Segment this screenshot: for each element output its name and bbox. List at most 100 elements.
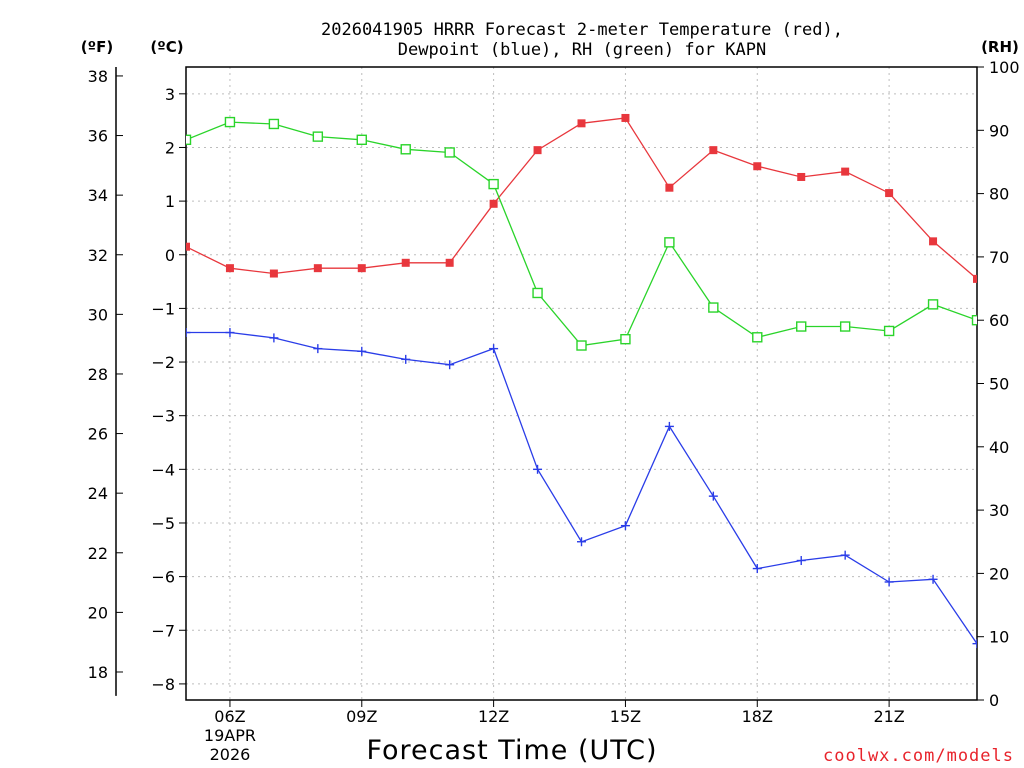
x-tick-label: 09Z: [346, 707, 377, 726]
celsius-tick-label: 3: [165, 85, 175, 104]
x-axis-label: Forecast Time (UTC): [366, 735, 657, 766]
dewpoint-point: [313, 344, 323, 354]
dewpoint-point: [620, 521, 630, 531]
temperature-point: [709, 146, 718, 155]
fahrenheit-tick-label: 22: [88, 544, 108, 563]
dewpoint-point: [796, 556, 806, 566]
rh-unit-label: (RH): [981, 38, 1019, 56]
dewpoint-point: [840, 550, 850, 560]
x-tick-label: 18Z: [742, 707, 773, 726]
rh-tick-label: 10: [989, 628, 1009, 647]
x-tick-label: 06Z: [214, 707, 245, 726]
relative-humidity-point: [752, 332, 763, 343]
temperature-point: [269, 269, 278, 278]
dewpoint-point: [269, 333, 279, 343]
rh-tick-label: 90: [989, 121, 1009, 140]
dewpoint-point: [752, 564, 762, 574]
plot-area: [186, 113, 977, 649]
temperature-point: [313, 264, 322, 273]
dewpoint-point: [445, 360, 455, 370]
fahrenheit-tick-label: 38: [88, 67, 108, 86]
temperature-point: [186, 242, 190, 251]
rh-tick-label: 60: [989, 311, 1009, 330]
fahrenheit-tick-label: 28: [88, 365, 108, 384]
temperature-point: [489, 199, 498, 208]
x-tick-label: 21Z: [873, 707, 904, 726]
dewpoint-point: [186, 328, 191, 338]
celsius-tick-label: −1: [151, 299, 175, 318]
x-tick-label: 12Z: [478, 707, 509, 726]
credit-text[interactable]: coolwx.com/models: [823, 746, 1014, 766]
grid-lines: [186, 67, 977, 700]
temperature-point: [929, 237, 938, 246]
temperature-point: [357, 264, 366, 273]
temperature-point: [621, 113, 630, 122]
dewpoint-point: [401, 354, 411, 364]
relative-humidity-point: [400, 144, 411, 155]
x-tick-year: 2026: [210, 745, 251, 764]
chart-title-line2: Dewpoint (blue), RH (green) for KAPN: [398, 40, 766, 60]
fahrenheit-tick-label: 18: [88, 663, 108, 682]
relative-humidity-point: [971, 315, 977, 326]
temperature-point: [973, 274, 977, 283]
relative-humidity-point: [664, 237, 675, 248]
dewpoint-point: [884, 577, 894, 587]
fahrenheit-unit-label: (ºF): [81, 38, 113, 56]
celsius-tick-label: 2: [165, 138, 175, 157]
fahrenheit-tick-label: 26: [88, 425, 108, 444]
dewpoint-point: [664, 421, 674, 431]
temperature-point: [885, 189, 894, 198]
relative-humidity-point: [532, 287, 543, 299]
relative-humidity-point: [312, 131, 324, 142]
rh-tick-label: 20: [989, 564, 1009, 583]
fahrenheit-tick-label: 20: [88, 603, 108, 622]
axes: [115, 66, 978, 701]
dewpoint-point: [225, 328, 235, 338]
relative-humidity-point: [268, 118, 280, 130]
dewpoint-point: [489, 344, 499, 354]
celsius-tick-label: 0: [165, 246, 175, 265]
relative-humidity-point: [796, 321, 807, 332]
rh-tick-label: 0: [989, 691, 999, 710]
dewpoint-point: [708, 491, 718, 501]
relative-humidity-point: [224, 116, 236, 128]
relative-humidity-point: [620, 333, 631, 345]
celsius-tick-label: −8: [151, 675, 175, 694]
fahrenheit-tick-label: 36: [88, 127, 108, 146]
rh-tick-label: 30: [989, 501, 1009, 520]
temperature-point: [753, 162, 762, 171]
relative-humidity-line: [186, 121, 977, 347]
fahrenheit-tick-label: 34: [88, 186, 108, 205]
chart-title-line1: 2026041905 HRRR Forecast 2-meter Tempera…: [321, 20, 843, 40]
rh-tick-label: 40: [989, 438, 1009, 457]
celsius-tick-label: −6: [151, 568, 175, 587]
relative-humidity-point: [576, 340, 587, 351]
relative-humidity-point: [927, 299, 939, 310]
rh-tick-label: 70: [989, 248, 1009, 267]
temperature-point: [797, 172, 806, 181]
celsius-tick-label: −7: [151, 621, 175, 640]
relative-humidity-point: [444, 147, 455, 158]
rh-tick-label: 100: [989, 58, 1020, 77]
dewpoint-line: [186, 331, 977, 645]
temperature-point: [533, 146, 542, 155]
celsius-unit-label: (ºC): [150, 38, 183, 56]
dewpoint-point: [972, 639, 977, 649]
celsius-tick-label: −5: [151, 514, 175, 533]
fahrenheit-tick-label: 30: [88, 305, 108, 324]
plot-frame: [185, 66, 978, 701]
relative-humidity-point: [708, 302, 719, 313]
rh-tick-label: 50: [989, 375, 1009, 394]
dewpoint-point: [928, 574, 938, 584]
x-tick-label: 15Z: [610, 707, 641, 726]
celsius-tick-label: 1: [165, 192, 175, 211]
relative-humidity-point: [488, 178, 499, 190]
dewpoint-point: [357, 346, 367, 356]
relative-humidity-point: [356, 134, 367, 145]
celsius-tick-label: −4: [151, 460, 175, 479]
dewpoint-point: [533, 464, 543, 474]
tick-labels: 38363432302826242220183210−1−2−3−4−5−6−7…: [88, 58, 1020, 764]
relative-humidity-point: [839, 321, 851, 332]
temperature-point: [401, 258, 410, 267]
